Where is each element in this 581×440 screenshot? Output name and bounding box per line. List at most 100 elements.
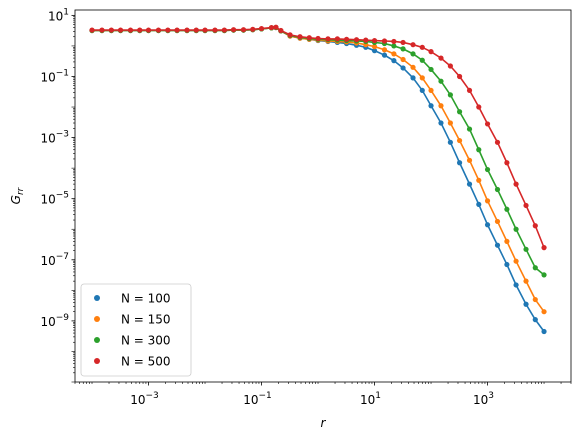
series-line (92, 26, 545, 276)
data-point (155, 27, 162, 33)
y-axis-label-subscript: rr (16, 186, 26, 195)
data-point (410, 51, 416, 57)
data-point (371, 48, 378, 54)
data-point (391, 38, 397, 45)
data-point (484, 121, 491, 127)
legend-item: N = 100 (94, 292, 171, 306)
data-point (541, 309, 547, 315)
data-point (513, 258, 519, 264)
data-point (353, 37, 360, 43)
tick-exponent: −9 (56, 313, 70, 323)
data-point (456, 73, 463, 80)
data-point (484, 198, 491, 204)
data-point (381, 38, 388, 44)
data-point (250, 26, 256, 32)
legend-label: N = 500 (121, 355, 171, 369)
series-2 (89, 24, 547, 278)
data-point (513, 282, 519, 288)
data-point (513, 226, 519, 232)
y-axis-label-main: G (9, 195, 23, 204)
data-point (456, 137, 463, 144)
data-point (428, 66, 434, 73)
data-point (145, 27, 152, 33)
series-3 (89, 24, 547, 251)
data-point (400, 65, 406, 71)
data-point (428, 49, 434, 55)
data-point (334, 36, 340, 42)
data-point (268, 24, 275, 31)
y-tick-label: 10−5 (40, 191, 69, 207)
data-point (99, 27, 105, 33)
data-point (419, 87, 425, 94)
data-point (212, 27, 218, 33)
data-point (541, 245, 547, 251)
data-point (381, 47, 388, 53)
data-point (278, 27, 284, 34)
tick-base: 10 (40, 193, 55, 207)
series-1 (89, 24, 547, 315)
data-point (494, 242, 501, 248)
data-point (410, 75, 416, 81)
data-point (230, 27, 237, 33)
tick-base: 10 (130, 393, 145, 407)
data-point (108, 27, 114, 33)
data-point (504, 238, 510, 244)
data-point (258, 25, 265, 32)
data-point (484, 222, 491, 228)
tick-base: 10 (40, 254, 55, 268)
tick-exponent: 1 (63, 7, 69, 17)
data-point (193, 27, 199, 33)
data-point (391, 58, 397, 64)
legend-marker (94, 316, 100, 322)
data-point (127, 27, 134, 33)
data-point (137, 27, 143, 33)
data-point (325, 36, 331, 42)
tick-base: 10 (48, 9, 63, 23)
data-point (466, 157, 473, 163)
legend: N = 100 N = 150 N = 300 N = 500 (80, 283, 192, 377)
data-point (541, 272, 547, 278)
y-tick-label: 101 (48, 7, 69, 23)
data-point (381, 52, 388, 58)
data-point (523, 246, 529, 252)
data-point (532, 317, 538, 323)
x-tick-label: 101 (360, 391, 381, 407)
legend-item: N = 300 (94, 334, 171, 348)
data-point (184, 27, 190, 33)
data-point (287, 32, 293, 38)
data-point (532, 296, 538, 303)
data-point (523, 301, 529, 307)
data-point (438, 120, 444, 126)
x-axis-label: r (321, 416, 327, 430)
data-point (476, 177, 482, 183)
data-point (447, 63, 453, 69)
data-point (541, 328, 547, 335)
data-point (363, 37, 369, 43)
y-tick-label: 10−1 (40, 68, 69, 84)
legend-label: N = 100 (121, 292, 171, 306)
tick-exponent: 3 (488, 391, 494, 401)
data-point (466, 87, 473, 94)
data-point (466, 126, 473, 132)
data-point (476, 201, 482, 208)
tick-exponent: 1 (375, 391, 381, 401)
tick-base: 10 (360, 393, 375, 407)
x-tick-label: 10−1 (243, 391, 272, 407)
y-tick-label: 10−3 (40, 130, 69, 146)
data-point (117, 27, 124, 33)
tick-base: 10 (473, 393, 488, 407)
legend-marker (94, 358, 100, 364)
data-point (532, 223, 538, 229)
data-point (456, 109, 463, 115)
data-point (391, 51, 397, 57)
data-point (89, 27, 95, 33)
data-point (476, 104, 482, 110)
data-point (513, 181, 519, 187)
tick-exponent: −7 (56, 252, 69, 262)
legend-marker (94, 337, 100, 343)
data-point (494, 139, 501, 145)
y-tick-label: 10−7 (40, 252, 69, 268)
y-tick-label: 10−9 (40, 313, 69, 329)
data-point (371, 44, 378, 50)
